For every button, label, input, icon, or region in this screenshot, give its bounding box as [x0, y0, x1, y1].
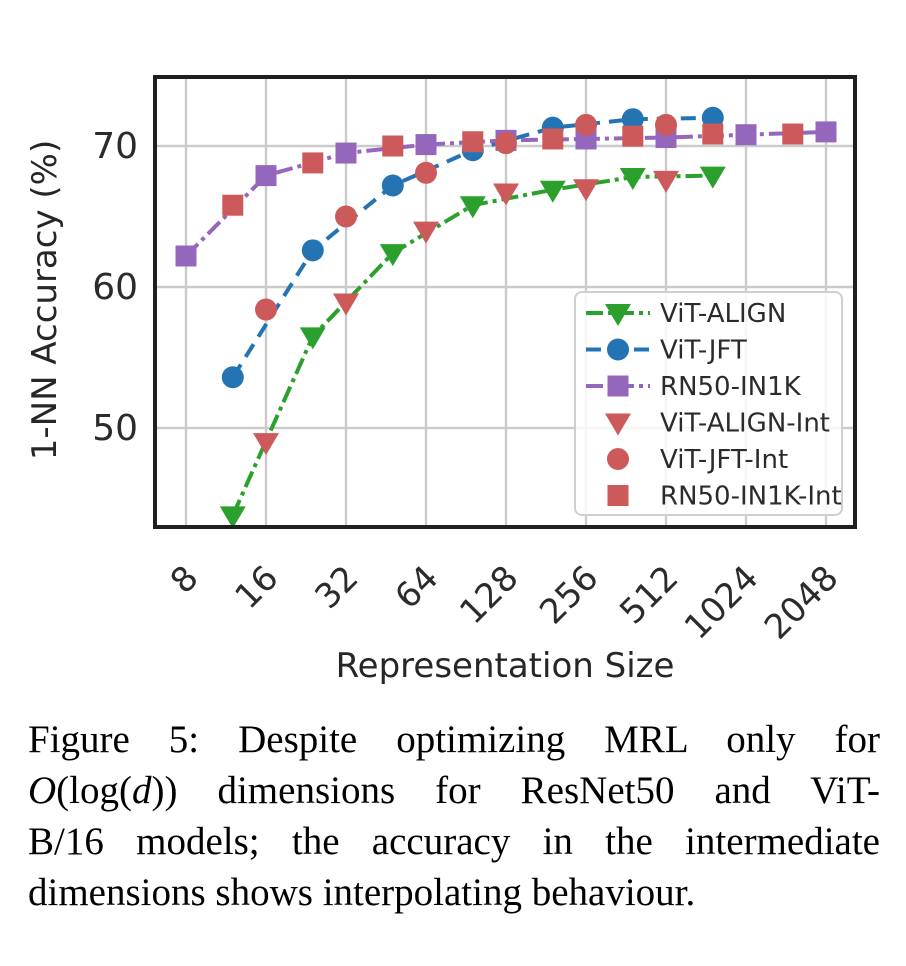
ViT-ALIGN-Int-marker	[493, 183, 519, 206]
ViT-JFT-Int-marker	[255, 298, 277, 321]
x-tick-label: 256	[532, 558, 606, 632]
RN50-IN1K-Int-marker	[702, 123, 724, 145]
legend-label: RN50-IN1K-Int	[660, 482, 842, 512]
caption-line: Figure 5: Despite optimizing MRL only fo…	[28, 714, 880, 765]
RN50-IN1K-Int-marker	[782, 123, 804, 145]
y-tick-label: 70	[92, 126, 138, 167]
legend-marker	[607, 485, 629, 506]
legend-marker	[607, 448, 629, 470]
caption-line: O(log(d)) dimensions for ResNet50 and Vi…	[28, 765, 880, 816]
ViT-JFT-marker	[701, 106, 724, 129]
ViT-JFT-marker	[381, 174, 404, 197]
caption-text-run: B/16 models; the accuracy in the interme…	[28, 820, 880, 863]
legend-marker	[605, 413, 631, 436]
ViT-JFT-Int-marker	[495, 132, 517, 155]
legend-item: RN50-IN1K	[586, 372, 802, 402]
RN50-IN1K-Int-marker	[222, 194, 244, 216]
x-tick-label: 2048	[757, 558, 846, 647]
ViT-JFT-Int-marker	[415, 161, 437, 184]
legend-item: RN50-IN1K-Int	[607, 482, 842, 512]
chart-figure: 1-NN Accuracy (%) 50 60 70 8 16 32 64 128 256 512…	[25, 75, 857, 686]
legend-label: ViT-ALIGN	[660, 299, 786, 329]
x-axis-label: Representation Size	[335, 646, 675, 686]
ViT-JFT-Int-marker	[575, 113, 597, 136]
caption-line: dimensions shows interpolating behaviour…	[28, 867, 880, 918]
x-tick-label: 16	[227, 558, 286, 617]
RN50-IN1K-Int-marker	[462, 131, 484, 153]
RN50-IN1K-marker	[175, 245, 197, 267]
ViT-ALIGN-marker	[219, 506, 246, 529]
caption-text-run: dimensions shows interpolating behaviour…	[28, 871, 696, 914]
x-tick-label: 128	[452, 558, 526, 632]
caption-line: B/16 models; the accuracy in the interme…	[28, 816, 880, 867]
x-tick-label: 1024	[677, 558, 766, 647]
x-tick-label: 8	[163, 558, 207, 602]
legend-item: ViT-ALIGN-Int	[605, 409, 830, 439]
series-ViT-JFT-Int	[255, 113, 677, 321]
RN50-IN1K-marker	[415, 134, 437, 156]
ViT-ALIGN-Int-marker	[653, 170, 679, 193]
series-RN50-IN1K-Int	[222, 123, 804, 216]
RN50-IN1K-Int-marker	[622, 125, 644, 147]
legend-marker	[607, 338, 629, 361]
y-tick-labels: 50 60 70	[92, 126, 138, 449]
RN50-IN1K-marker	[735, 124, 757, 146]
caption-math-run: d	[131, 769, 152, 812]
ViT-JFT-marker	[221, 366, 244, 389]
legend-label: ViT-JFT-Int	[660, 445, 788, 475]
ViT-ALIGN-Int-marker	[413, 221, 439, 244]
y-tick-label: 60	[92, 267, 138, 308]
legend: ViT-ALIGN ViT-JFT RN50-IN1K ViT-ALIGN-Int Vi…	[574, 291, 843, 516]
caption-text-run: Figure 5: Despite optimizing MRL only fo…	[28, 718, 880, 761]
ViT-JFT-Int-marker	[335, 205, 357, 228]
ViT-ALIGN-marker	[699, 166, 726, 189]
caption-math-run: O	[28, 769, 57, 812]
RN50-IN1K-marker	[255, 165, 277, 187]
RN50-IN1K-marker	[335, 142, 357, 164]
series-ViT-ALIGN-Int	[253, 170, 679, 456]
ViT-JFT-Int-marker	[655, 113, 677, 136]
series-ViT-ALIGN	[219, 166, 726, 529]
x-tick-label: 64	[387, 558, 446, 617]
RN50-IN1K-marker	[815, 121, 837, 143]
ViT-ALIGN-marker	[299, 327, 326, 350]
legend-item: ViT-JFT	[586, 336, 747, 366]
caption-text-run: )) dimensions for ResNet50 and ViT-	[151, 769, 880, 812]
RN50-IN1K-Int-marker	[542, 128, 564, 150]
legend-label: RN50-IN1K	[660, 372, 802, 402]
legend-item: ViT-JFT-Int	[607, 445, 788, 475]
ViT-ALIGN-Int-marker	[333, 293, 359, 316]
ViT-ALIGN-marker	[459, 196, 486, 219]
y-tick-label: 50	[92, 408, 138, 449]
ViT-ALIGN-Int-marker	[573, 179, 599, 202]
caption-text-run: (log(	[56, 769, 132, 812]
x-tick-label: 512	[612, 558, 686, 632]
ViT-ALIGN-marker	[619, 168, 646, 191]
ViT-JFT-marker	[301, 239, 324, 262]
legend-item: ViT-ALIGN	[586, 299, 786, 329]
legend-label: ViT-JFT	[660, 336, 747, 366]
RN50-IN1K-Int-marker	[302, 152, 324, 174]
plot-border	[153, 75, 857, 529]
RN50-IN1K-Int-marker	[382, 135, 404, 157]
ViT-ALIGN-marker	[379, 244, 406, 267]
ViT-ALIGN-Int-marker	[253, 433, 279, 456]
ViT-JFT-marker	[621, 108, 644, 131]
figure-caption: Figure 5: Despite optimizing MRL only fo…	[28, 714, 880, 918]
legend-marker	[607, 375, 629, 397]
legend-marker	[605, 304, 631, 326]
ViT-ALIGN-marker	[539, 180, 566, 203]
legend-label: ViT-ALIGN-Int	[660, 409, 830, 439]
x-tick-label: 32	[307, 558, 366, 617]
